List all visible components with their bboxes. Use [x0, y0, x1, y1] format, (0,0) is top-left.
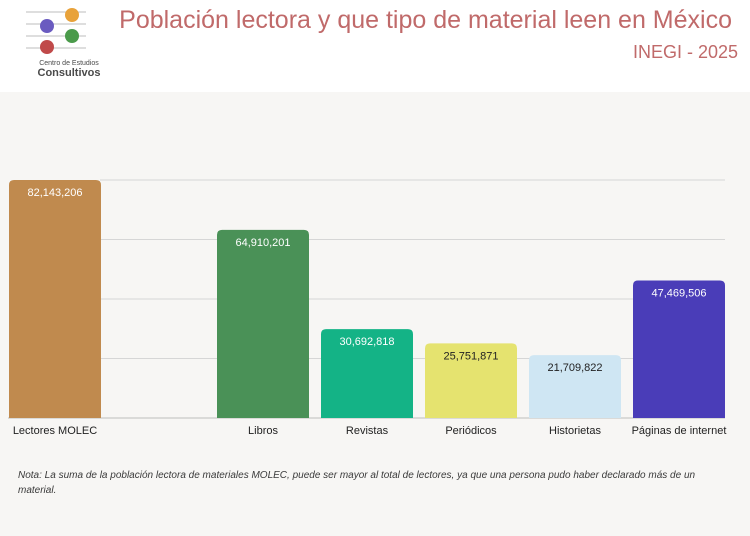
category-label-1: Libros — [248, 425, 278, 437]
logo-red-dot — [40, 40, 54, 54]
bar-0 — [9, 180, 101, 418]
logo-line2: Consultivos — [37, 67, 101, 79]
category-label-2: Revistas — [346, 425, 389, 437]
category-label-4: Historietas — [549, 425, 601, 437]
chart-note: Nota: La suma de la población lectora de… — [18, 470, 696, 496]
bar-1 — [217, 229, 309, 418]
bar-4 — [529, 355, 621, 418]
plot-background — [0, 92, 750, 536]
data-label-3: 25,751,871 — [443, 350, 498, 362]
category-label-0: Lectores MOLEC — [13, 425, 97, 437]
logo — [26, 8, 86, 54]
logo-line1: Centro de Estudios — [39, 60, 99, 67]
logo-purple-dot — [40, 19, 54, 33]
data-label-1: 64,910,201 — [235, 237, 290, 249]
logo-green-dot — [65, 29, 79, 43]
bar-3 — [425, 343, 517, 418]
data-label-4: 21,709,822 — [547, 362, 602, 374]
bar-chart: 82,143,206 Lectores MOLEC 64,910,201 Libros… — [8, 179, 727, 437]
category-label-3: Periódicos — [445, 425, 497, 437]
bar-2 — [321, 329, 413, 418]
bar-5 — [633, 280, 725, 418]
data-label-0: 82,143,206 — [27, 187, 82, 199]
page-subtitle: INEGI - 2025 — [632, 42, 738, 62]
data-label-5: 47,469,506 — [651, 287, 706, 299]
data-label-2: 30,692,818 — [339, 336, 394, 348]
logo-orange-dot — [65, 8, 79, 22]
page-title: Población lectora y que tipo de material… — [119, 6, 732, 34]
category-label-5: Páginas de internet — [632, 425, 727, 437]
header: Centro de Estudios Consultivos Población… — [0, 0, 750, 92]
